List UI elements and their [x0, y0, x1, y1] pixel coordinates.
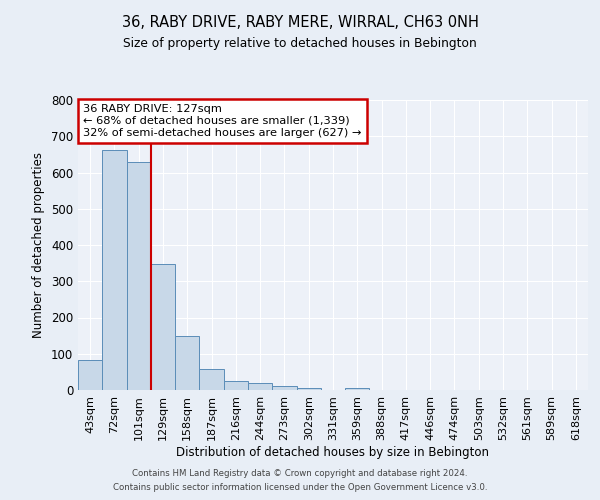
Bar	[224, 381, 248, 390]
Bar	[272, 386, 296, 390]
Text: 36 RABY DRIVE: 127sqm
← 68% of detached houses are smaller (1,339)
32% of semi-d: 36 RABY DRIVE: 127sqm ← 68% of detached …	[83, 104, 361, 138]
Bar	[345, 388, 370, 390]
Text: Contains public sector information licensed under the Open Government Licence v3: Contains public sector information licen…	[113, 484, 487, 492]
Bar	[151, 264, 175, 390]
Bar	[296, 388, 321, 390]
Bar	[175, 336, 199, 390]
Y-axis label: Number of detached properties: Number of detached properties	[32, 152, 46, 338]
Bar	[78, 360, 102, 390]
Text: Contains HM Land Registry data © Crown copyright and database right 2024.: Contains HM Land Registry data © Crown c…	[132, 468, 468, 477]
Text: 36, RABY DRIVE, RABY MERE, WIRRAL, CH63 0NH: 36, RABY DRIVE, RABY MERE, WIRRAL, CH63 …	[122, 15, 478, 30]
Bar	[102, 150, 127, 390]
Text: Size of property relative to detached houses in Bebington: Size of property relative to detached ho…	[123, 38, 477, 51]
Bar	[199, 370, 224, 390]
Bar	[248, 384, 272, 390]
X-axis label: Distribution of detached houses by size in Bebington: Distribution of detached houses by size …	[176, 446, 490, 458]
Bar	[127, 162, 151, 390]
